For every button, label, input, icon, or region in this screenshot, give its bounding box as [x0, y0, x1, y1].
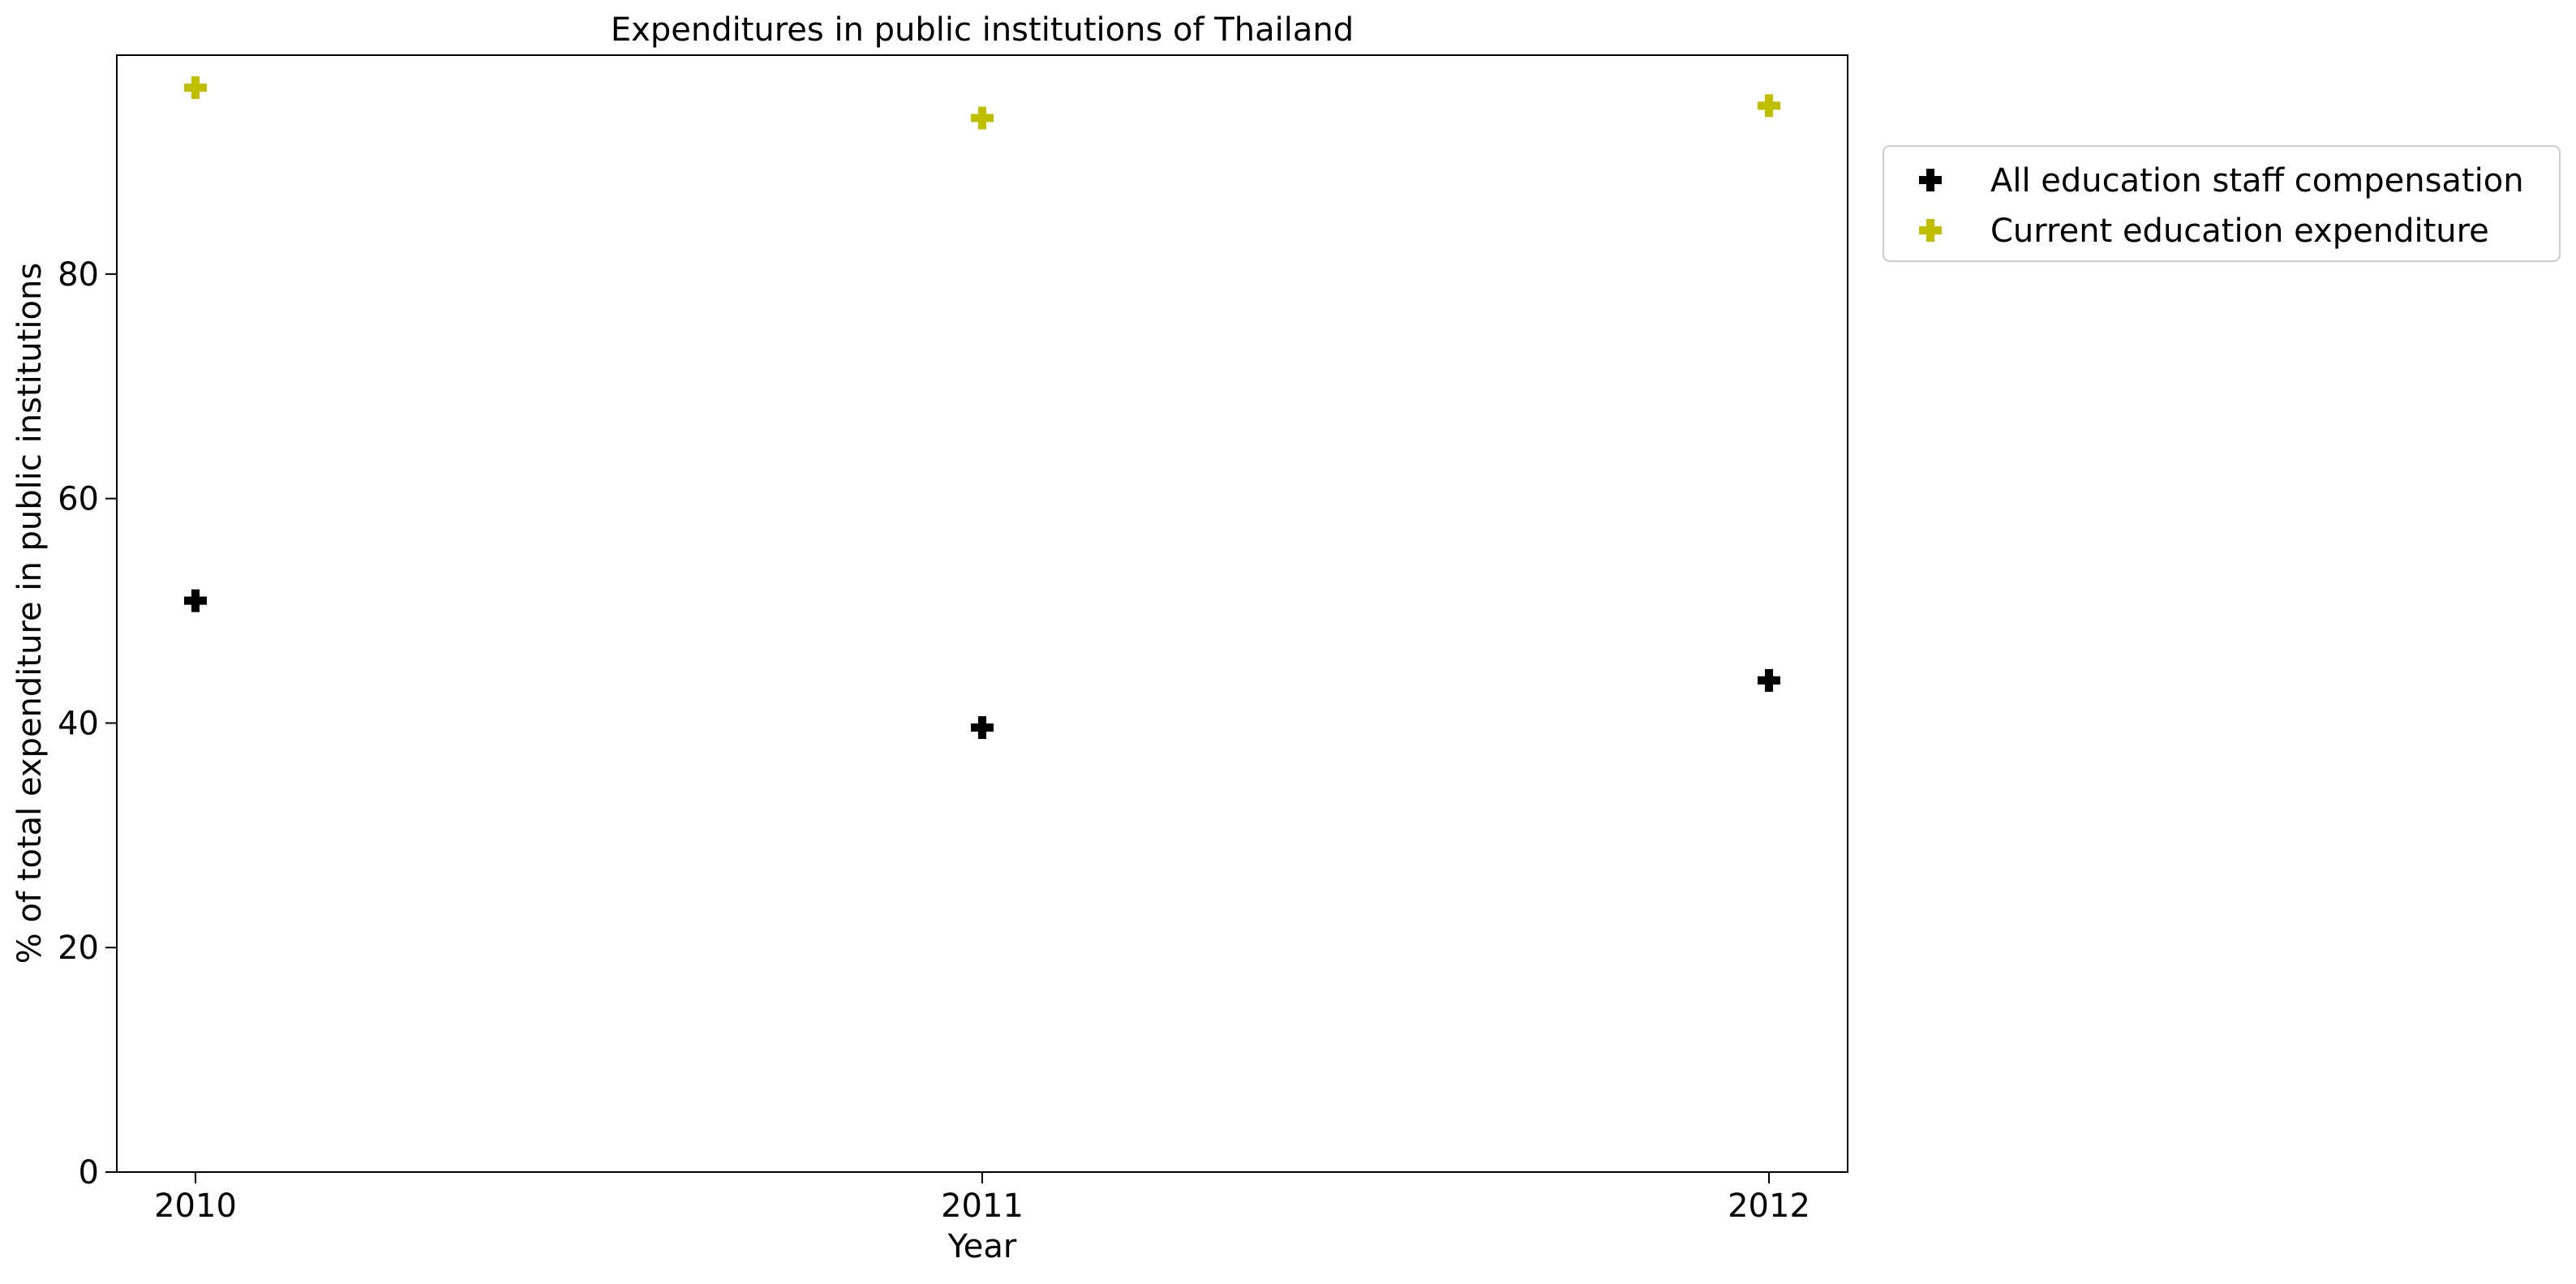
- plot-area-frame: [116, 54, 1848, 1173]
- chart-title: Expenditures in public institutions of T…: [611, 11, 1354, 49]
- y-tick-label: 60: [58, 481, 99, 518]
- data-point: [1758, 94, 1780, 118]
- data-point: [184, 589, 207, 612]
- x-tick-label: 2012: [1728, 1187, 1810, 1225]
- data-point: [971, 106, 994, 130]
- legend-marker: [1919, 169, 1942, 191]
- legend-marker: [1919, 219, 1942, 242]
- y-axis-label: % of total expenditure in public institu…: [11, 263, 49, 964]
- data-points: [184, 76, 1780, 739]
- legend-label: Current education expenditure: [1990, 213, 2489, 250]
- data-point: [1758, 668, 1780, 692]
- y-tick-label: 20: [58, 930, 99, 967]
- series-1: [184, 589, 1780, 739]
- legend-label: All education staff compensation: [1990, 162, 2524, 200]
- x-axis-label: Year: [947, 1228, 1017, 1265]
- data-point: [184, 76, 207, 100]
- y-axis: 0 20 40 60 80: [58, 256, 117, 1192]
- series-2: [184, 76, 1780, 130]
- data-point: [971, 715, 994, 739]
- y-tick-label: 40: [58, 705, 99, 742]
- y-tick-label: 0: [79, 1154, 99, 1192]
- x-tick-label: 2011: [941, 1187, 1024, 1225]
- x-axis: 2010 2011 2012: [154, 1172, 1810, 1225]
- x-tick-label: 2010: [154, 1187, 237, 1225]
- y-tick-label: 80: [58, 256, 99, 294]
- legend: All education staff compensation Current …: [1883, 145, 2561, 262]
- legend-frame: [1883, 145, 2561, 262]
